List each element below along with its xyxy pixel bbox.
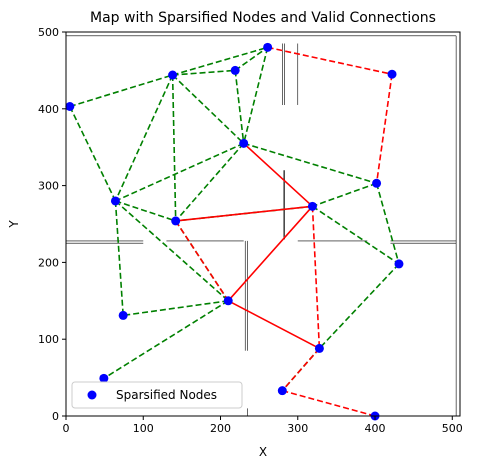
- legend: Sparsified Nodes: [71, 381, 243, 409]
- connection-green-dashed: [175, 142, 245, 222]
- node-point: [307, 201, 317, 211]
- x-tick-label: 400: [365, 422, 386, 435]
- connection-green-dashed: [171, 74, 177, 221]
- connection-red-solid: [227, 300, 320, 350]
- node-point: [223, 296, 233, 306]
- node-point: [372, 178, 382, 188]
- connection-green-dashed: [234, 70, 245, 144]
- connection-red-dashed: [281, 347, 320, 392]
- node-point: [168, 70, 178, 80]
- y-tick-label: 200: [38, 256, 59, 269]
- x-axis: 0 100 200 300 400 500: [63, 416, 463, 435]
- connection-green-dashed: [114, 74, 174, 202]
- connection-red-solid: [175, 205, 313, 222]
- connection-green-dashed: [172, 69, 236, 76]
- connection-green-dashed: [69, 106, 117, 202]
- connection-green-dashed: [243, 142, 377, 185]
- connection-green-dashed: [172, 74, 245, 144]
- connection-red-dashed: [311, 206, 321, 349]
- connection-red-dashed: [375, 74, 393, 184]
- connection-green-dashed: [69, 74, 173, 108]
- x-tick-label: 200: [210, 422, 231, 435]
- connection-red-dashed: [282, 389, 376, 417]
- y-tick-label: 400: [38, 103, 59, 116]
- connection-green-dashed: [234, 46, 269, 72]
- legend-box: [71, 381, 243, 409]
- connection-green-dashed: [114, 200, 229, 302]
- connection-green-dashed: [375, 183, 400, 265]
- legend-marker: [87, 390, 97, 400]
- x-tick-label: 100: [133, 422, 154, 435]
- connection-green-dashed: [172, 46, 268, 76]
- node-point: [110, 196, 120, 206]
- node-point: [171, 216, 181, 226]
- chart-title: Map with Sparsified Nodes and Valid Conn…: [90, 10, 436, 26]
- map-walls: [65, 35, 457, 417]
- x-tick-label: 300: [287, 422, 308, 435]
- connection-red-dashed: [175, 220, 229, 302]
- connection-red-solid: [243, 142, 313, 207]
- connection-red-solid: [227, 205, 314, 302]
- y-tick-label: 100: [38, 333, 59, 346]
- plot-frame: [65, 31, 461, 417]
- connection-green-dashed: [115, 200, 176, 222]
- connection-green-dashed: [115, 142, 245, 202]
- connection-green-dashed: [318, 263, 400, 349]
- connection-green-dashed: [242, 47, 269, 144]
- legend-label: Sparsified Nodes: [116, 388, 217, 402]
- node-point: [314, 343, 324, 353]
- y-tick-label: 0: [52, 410, 59, 423]
- connection-red-dashed: [267, 46, 393, 76]
- node-point: [277, 386, 287, 396]
- connection-green-dashed: [103, 300, 229, 380]
- node-point: [394, 259, 404, 269]
- node-point: [239, 138, 249, 148]
- nodes: [65, 42, 404, 421]
- connections: [69, 46, 400, 417]
- connection-green-dashed: [312, 182, 377, 208]
- x-tick-label: 500: [442, 422, 463, 435]
- node-point: [118, 310, 128, 320]
- node-point: [387, 69, 397, 79]
- node-point: [263, 42, 273, 52]
- x-axis-label: X: [259, 445, 267, 459]
- connection-green-dashed: [114, 200, 124, 316]
- node-point: [65, 101, 75, 111]
- y-tick-label: 500: [38, 26, 59, 39]
- y-axis-label: Y: [7, 220, 21, 229]
- y-tick-label: 300: [38, 180, 59, 193]
- x-tick-label: 0: [63, 422, 70, 435]
- y-axis: 0 100 200 300 400 500: [38, 26, 66, 423]
- connection-green-dashed: [311, 205, 400, 265]
- node-point: [99, 373, 109, 383]
- node-point: [230, 65, 240, 75]
- connection-green-dashed: [123, 300, 229, 317]
